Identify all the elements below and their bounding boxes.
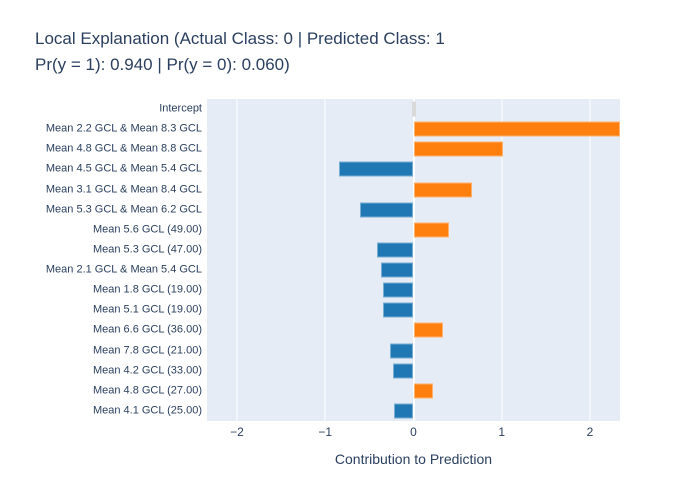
- bar[interactable]: [413, 121, 620, 137]
- chart-title-line-2: Pr(y = 1): 0.940 | Pr(y = 0): 0.060): [35, 55, 290, 74]
- y-axis-label: Mean 5.3 GCL & Mean 6.2 GCL: [45, 203, 202, 216]
- y-axis-label: Mean 4.5 GCL & Mean 5.4 GCL: [45, 162, 202, 175]
- y-axis-label: Mean 7.8 GCL (21.00): [92, 344, 202, 357]
- y-axis-label: Intercept: [159, 102, 202, 115]
- bar[interactable]: [413, 141, 503, 157]
- zero-line: [412, 99, 415, 421]
- y-axis-label: Mean 5.3 GCL (47.00): [92, 243, 202, 256]
- x-tick-label: 0: [410, 425, 417, 439]
- y-axis-label: Mean 4.2 GCL (33.00): [92, 364, 202, 377]
- bar[interactable]: [413, 182, 472, 198]
- y-axis-labels: Intercept Mean 2.2 GCL & Mean 8.3 GCL Mean…: [0, 99, 202, 421]
- chart-title: Local Explanation (Actual Class: 0 | Pre…: [35, 26, 445, 78]
- gridline: [324, 99, 326, 421]
- x-tick-label: −1: [318, 425, 333, 439]
- y-axis-label: Mean 5.6 GCL (49.00): [92, 223, 202, 236]
- y-axis-label: Mean 4.8 GCL (27.00): [92, 384, 202, 397]
- gridline: [589, 99, 591, 421]
- y-axis-label: Mean 3.1 GCL & Mean 8.4 GCL: [45, 183, 202, 196]
- x-axis-title: Contribution to Prediction: [334, 451, 493, 467]
- y-axis-label: Mean 4.1 GCL (25.00): [92, 404, 202, 417]
- y-axis-label: Mean 6.6 GCL (36.00): [92, 323, 202, 336]
- bar[interactable]: [339, 161, 414, 177]
- bar[interactable]: [377, 242, 414, 258]
- bar[interactable]: [413, 383, 433, 399]
- y-axis-label: Mean 4.8 GCL & Mean 8.8 GCL: [45, 142, 202, 155]
- bar[interactable]: [389, 343, 414, 359]
- bar[interactable]: [394, 403, 414, 419]
- y-axis-label: Mean 2.1 GCL & Mean 5.4 GCL: [45, 263, 202, 276]
- gridline: [501, 99, 503, 421]
- bar[interactable]: [380, 262, 414, 278]
- bar[interactable]: [413, 222, 449, 238]
- bar[interactable]: [382, 302, 414, 318]
- y-axis-label: Mean 5.1 GCL (19.00): [92, 303, 202, 316]
- bar[interactable]: [413, 322, 443, 338]
- x-tick-label: 2: [586, 425, 594, 439]
- chart-title-line-1: Local Explanation (Actual Class: 0 | Pre…: [35, 29, 445, 48]
- x-tick-label: 1: [498, 425, 506, 439]
- gridline: [236, 99, 238, 421]
- y-axis-label: Mean 2.2 GCL & Mean 8.3 GCL: [45, 122, 202, 135]
- plot-area[interactable]: [207, 99, 620, 421]
- x-tick-label: −2: [230, 425, 244, 439]
- x-axis-ticks: −2 −1 0 1 2: [207, 425, 620, 441]
- bar[interactable]: [393, 363, 414, 379]
- bar[interactable]: [359, 202, 414, 218]
- bar[interactable]: [382, 282, 414, 298]
- bar[interactable]: [411, 101, 416, 117]
- y-axis-label: Mean 1.8 GCL (19.00): [92, 283, 202, 296]
